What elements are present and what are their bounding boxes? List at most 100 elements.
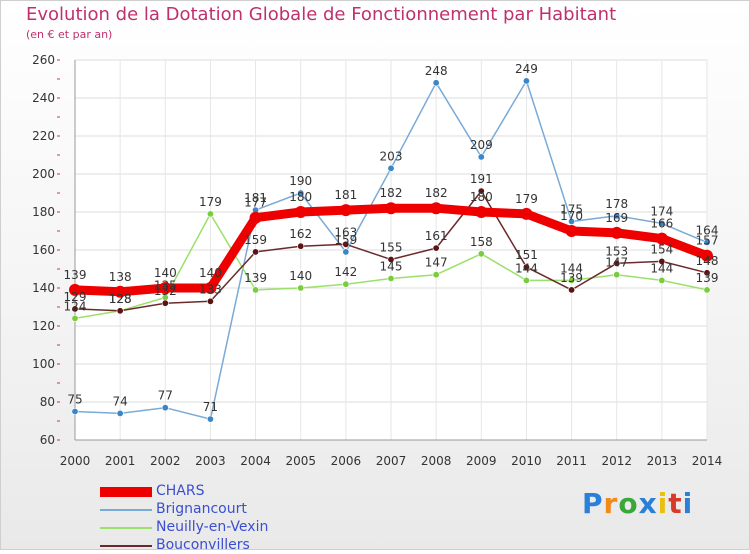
- proxiti-logo: Proxiti: [582, 487, 693, 520]
- data-label-brignancourt: 71: [203, 400, 218, 414]
- data-point-neuilly-en-vexin: [297, 284, 305, 292]
- data-point-bouconvillers: [387, 255, 395, 263]
- data-point-bouconvillers: [522, 263, 530, 271]
- data-label-brignancourt: 181: [244, 191, 267, 205]
- data-point-chars: [385, 202, 397, 215]
- y-tick-label: 220: [32, 129, 55, 143]
- data-label-neuilly-en-vexin: 179: [199, 195, 222, 209]
- data-point-neuilly-en-vexin: [71, 314, 79, 322]
- x-tick-label: 2009: [466, 454, 497, 468]
- data-point-brignancourt: [161, 404, 169, 412]
- data-point-chars: [159, 282, 172, 294]
- y-tick-label: 160: [32, 243, 55, 257]
- data-label-chars: 182: [380, 186, 403, 200]
- data-label-bouconvillers: 151: [515, 248, 538, 262]
- data-label-bouconvillers: 191: [470, 172, 493, 186]
- data-label-brignancourt: 164: [696, 223, 719, 237]
- x-tick-label: 2014: [692, 454, 723, 468]
- x-tick-label: 2005: [285, 454, 316, 468]
- data-label-chars: 180: [289, 190, 312, 204]
- data-label-brignancourt: 75: [67, 393, 82, 407]
- x-tick-label: 2006: [331, 454, 362, 468]
- data-label-chars: 138: [109, 270, 132, 284]
- data-label-neuilly-en-vexin: 147: [425, 256, 448, 270]
- data-label-neuilly-en-vexin: 147: [605, 256, 628, 270]
- data-label-brignancourt: 248: [425, 64, 448, 78]
- data-label-brignancourt: 77: [158, 389, 173, 403]
- data-label-bouconvillers: 163: [334, 225, 357, 239]
- x-tick-label: 2002: [150, 454, 181, 468]
- logo-letter: r: [603, 487, 619, 520]
- data-point-neuilly-en-vexin: [342, 280, 350, 288]
- data-label-chars: 177: [244, 196, 267, 210]
- logo-letter: x: [638, 487, 658, 520]
- data-point-neuilly-en-vexin: [432, 271, 440, 279]
- data-label-brignancourt: 249: [515, 62, 538, 76]
- data-label-chars: 166: [650, 217, 673, 231]
- data-point-bouconvillers: [252, 248, 260, 256]
- data-point-bouconvillers: [613, 259, 621, 267]
- x-tick-label: 2012: [601, 454, 632, 468]
- data-label-chars: 169: [605, 211, 628, 225]
- data-point-bouconvillers: [703, 269, 711, 277]
- data-point-neuilly-en-vexin: [703, 286, 711, 294]
- data-point-bouconvillers: [71, 305, 79, 313]
- data-point-chars: [565, 225, 578, 237]
- data-label-neuilly-en-vexin: 124: [64, 299, 87, 313]
- legend-swatch: [100, 545, 152, 547]
- data-point-neuilly-en-vexin: [658, 276, 666, 284]
- data-point-neuilly-en-vexin: [613, 271, 621, 279]
- data-label-bouconvillers: 129: [64, 290, 87, 304]
- data-point-bouconvillers: [477, 187, 485, 195]
- y-tick-label: 140: [32, 281, 55, 295]
- data-point-chars: [520, 207, 533, 220]
- x-tick-label: 2007: [376, 454, 407, 468]
- data-label-neuilly-en-vexin: 144: [650, 261, 673, 275]
- legend-swatch: [100, 527, 152, 529]
- data-point-bouconvillers: [432, 244, 440, 252]
- data-label-bouconvillers: 162: [289, 227, 312, 241]
- data-label-bouconvillers: 161: [425, 229, 448, 243]
- data-label-brignancourt: 203: [380, 149, 403, 163]
- y-tick-label: 120: [32, 319, 55, 333]
- data-point-bouconvillers: [161, 299, 169, 307]
- data-label-chars: 139: [64, 268, 87, 282]
- data-label-bouconvillers: 154: [650, 242, 673, 256]
- y-tick-label: 60: [40, 433, 55, 447]
- data-point-bouconvillers: [342, 240, 350, 248]
- data-label-bouconvillers: 128: [109, 292, 132, 306]
- y-tick-label: 100: [32, 357, 55, 371]
- data-label-neuilly-en-vexin: 142: [334, 265, 357, 279]
- data-label-neuilly-en-vexin: 144: [560, 261, 583, 275]
- data-label-brignancourt: 190: [289, 174, 312, 188]
- legend-swatch: [100, 509, 152, 511]
- data-point-neuilly-en-vexin: [206, 210, 214, 218]
- data-point-brignancourt: [116, 409, 124, 417]
- data-point-chars: [204, 282, 217, 294]
- data-label-bouconvillers: 159: [244, 233, 267, 247]
- x-tick-label: 2001: [105, 454, 136, 468]
- data-point-brignancourt: [477, 153, 485, 161]
- x-tick-label: 2004: [240, 454, 271, 468]
- data-point-brignancourt: [432, 79, 440, 87]
- data-label-chars: 180: [470, 190, 493, 204]
- data-label-chars: 182: [425, 186, 448, 200]
- data-label-bouconvillers: 148: [696, 254, 719, 268]
- data-point-neuilly-en-vexin: [522, 276, 530, 284]
- data-point-brignancourt: [658, 219, 666, 227]
- legend-label: CHARS: [156, 483, 205, 499]
- data-label-chars: 181: [334, 188, 357, 202]
- data-label-chars: 170: [560, 209, 583, 223]
- data-point-chars: [339, 204, 352, 217]
- data-label-neuilly-en-vexin: 128: [109, 292, 132, 306]
- data-label-chars: 179: [515, 192, 538, 206]
- data-point-chars: [114, 285, 127, 298]
- legend-swatch: [100, 487, 152, 497]
- x-tick-label: 2008: [421, 454, 452, 468]
- data-label-neuilly-en-vexin: 145: [380, 260, 403, 274]
- data-point-neuilly-en-vexin: [252, 286, 260, 294]
- data-point-brignancourt: [297, 189, 305, 197]
- legend-label: Neuilly-en-Vexin: [156, 519, 269, 535]
- data-label-chars: 140: [154, 266, 177, 280]
- data-label-neuilly-en-vexin: 139: [696, 271, 719, 285]
